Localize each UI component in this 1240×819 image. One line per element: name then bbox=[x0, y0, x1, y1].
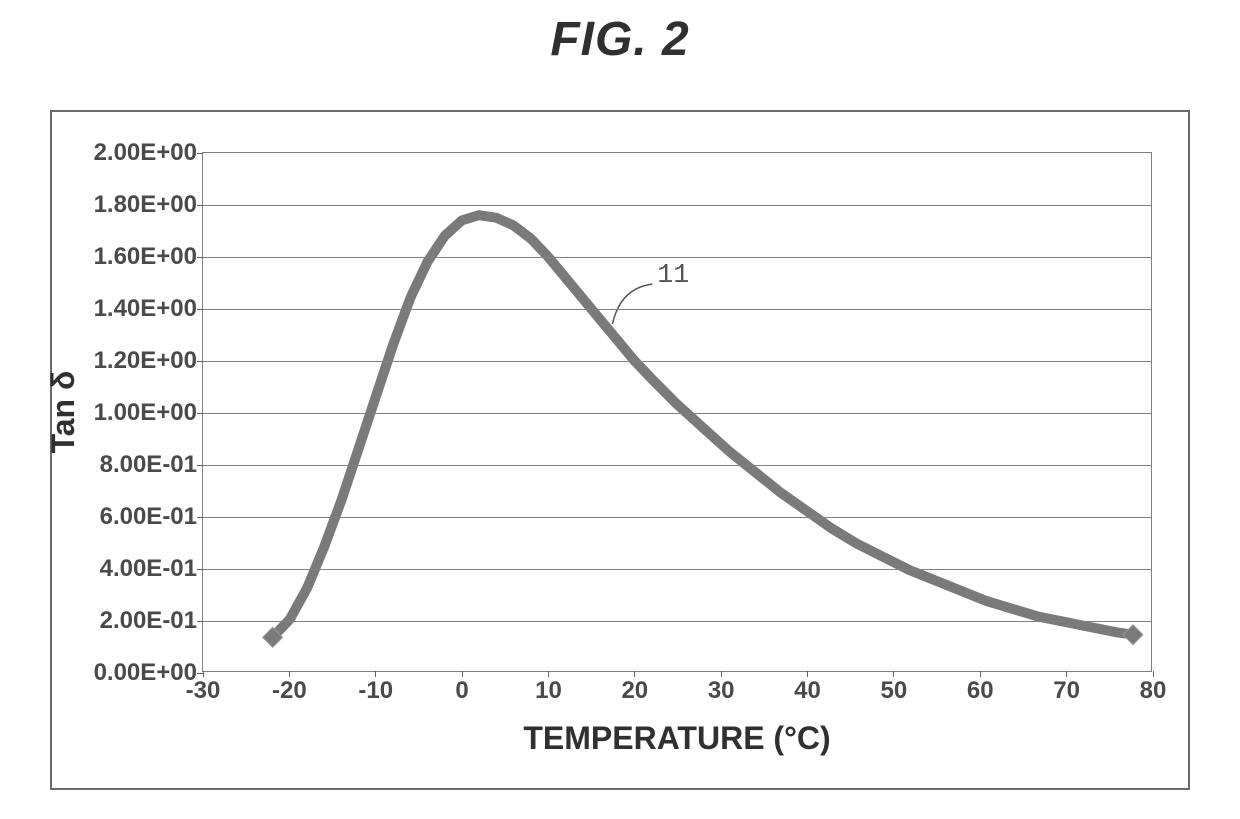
figure-title: FIG. 2 bbox=[0, 12, 1240, 67]
y-axis-label: Tan δ bbox=[45, 371, 82, 454]
y-tick-label: 2.00E-01 bbox=[100, 607, 197, 635]
callout-label: 11 bbox=[657, 261, 689, 291]
x-tick-label: 50 bbox=[881, 677, 908, 705]
grid-line-y bbox=[203, 621, 1151, 622]
x-tick-label: -10 bbox=[358, 677, 393, 705]
chart-panel: 0.00E+00 2.00E-01 4.00E-01 6.00E-01 8.00E-01… bbox=[50, 110, 1190, 790]
y-tick bbox=[197, 621, 203, 622]
series-marker bbox=[1123, 625, 1143, 645]
x-tick-label: -20 bbox=[272, 677, 307, 705]
y-tick-label: 1.40E+00 bbox=[94, 295, 197, 323]
x-tick-label: 80 bbox=[1140, 677, 1167, 705]
series-line bbox=[273, 215, 1133, 637]
x-tick-label: 10 bbox=[535, 677, 562, 705]
grid-line-y bbox=[203, 569, 1151, 570]
y-tick-label: 6.00E-01 bbox=[100, 503, 197, 531]
y-tick bbox=[197, 257, 203, 258]
y-tick bbox=[197, 309, 203, 310]
y-tick bbox=[197, 205, 203, 206]
x-tick-label: 40 bbox=[794, 677, 821, 705]
grid-line-y bbox=[203, 465, 1151, 466]
x-tick-label: 70 bbox=[1053, 677, 1080, 705]
y-tick-label: 0.00E+00 bbox=[94, 659, 197, 687]
y-tick-label: 1.00E+00 bbox=[94, 399, 197, 427]
x-axis-label: TEMPERATURE (°C) bbox=[523, 720, 830, 757]
callout-leader bbox=[612, 284, 652, 324]
grid-line-y bbox=[203, 205, 1151, 206]
x-tick-label: 60 bbox=[967, 677, 994, 705]
y-tick-label: 1.80E+00 bbox=[94, 191, 197, 219]
y-tick-label: 1.20E+00 bbox=[94, 347, 197, 375]
y-tick bbox=[197, 413, 203, 414]
y-tick bbox=[197, 517, 203, 518]
x-tick-label: 30 bbox=[708, 677, 735, 705]
chart-svg bbox=[203, 153, 1151, 671]
grid-line-y bbox=[203, 413, 1151, 414]
page: FIG. 2 0.00E+00 2.00E-01 4.00E-01 6.00E-01 8… bbox=[0, 0, 1240, 819]
x-tick-label: 0 bbox=[455, 677, 468, 705]
y-tick bbox=[197, 361, 203, 362]
y-tick-label: 2.00E+00 bbox=[94, 139, 197, 167]
plot-area: 0.00E+002.00E-014.00E-016.00E-018.00E-01… bbox=[202, 152, 1152, 672]
y-tick-label: 8.00E-01 bbox=[100, 451, 197, 479]
grid-line-y bbox=[203, 309, 1151, 310]
grid-line-y bbox=[203, 257, 1151, 258]
grid-line-y bbox=[203, 361, 1151, 362]
y-tick bbox=[197, 153, 203, 154]
x-tick-label: -30 bbox=[186, 677, 221, 705]
y-tick-label: 4.00E-01 bbox=[100, 555, 197, 583]
y-tick bbox=[197, 465, 203, 466]
grid-line-y bbox=[203, 517, 1151, 518]
x-tick-label: 20 bbox=[621, 677, 648, 705]
y-tick-label: 1.60E+00 bbox=[94, 243, 197, 271]
y-tick bbox=[197, 569, 203, 570]
